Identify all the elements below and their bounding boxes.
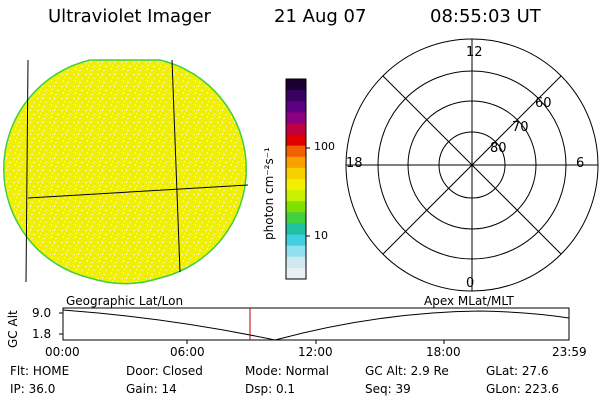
colorbar-cell bbox=[286, 145, 306, 158]
geo-grid-line bbox=[27, 184, 249, 199]
status-dsp: Dsp: 0.1 bbox=[245, 382, 296, 396]
colorbar-cell bbox=[286, 223, 306, 236]
status-mode: Mode: Normal bbox=[245, 364, 329, 378]
earth-disk-image bbox=[3, 59, 249, 285]
colorbar-tick-10: 10 bbox=[314, 229, 328, 242]
status-gc-alt: GC Alt: 2.9 Re bbox=[365, 364, 449, 378]
x-tick-1800: 18:00 bbox=[426, 345, 461, 359]
status-flight: Flt: HOME bbox=[10, 364, 70, 378]
colorbar-cell bbox=[286, 245, 306, 258]
colorbar-cell bbox=[286, 212, 306, 224]
altitude-left-title: Geographic Lat/Lon bbox=[66, 294, 184, 308]
geo-grid-line bbox=[25, 59, 29, 283]
polar-label-left: 18 bbox=[346, 156, 363, 171]
earth-disk bbox=[3, 59, 247, 285]
status-door: Door: Closed bbox=[126, 364, 203, 378]
polar-label-right: 6 bbox=[576, 156, 585, 171]
colorbar-cell bbox=[286, 79, 306, 91]
polar-plot bbox=[345, 38, 599, 292]
colorbar-tick-100: 100 bbox=[314, 140, 335, 153]
altitude-trace bbox=[62, 309, 570, 341]
colorbar-cell bbox=[286, 134, 306, 147]
x-tick-2359: 23:59 bbox=[552, 345, 587, 359]
status-gain: Gain: 14 bbox=[126, 382, 177, 396]
colorbar bbox=[285, 78, 310, 280]
polar-ring-label-60: 60 bbox=[535, 96, 552, 111]
colorbar-unit-label: photon cm⁻²s⁻¹ bbox=[262, 147, 276, 240]
polar-ring-label-70: 70 bbox=[512, 120, 529, 135]
x-tick-1200: 12:00 bbox=[298, 345, 333, 359]
colorbar-cell bbox=[286, 256, 306, 269]
instrument-title: Ultraviolet Imager bbox=[48, 6, 211, 27]
altitude-right-title: Apex MLat/MLT bbox=[424, 294, 514, 308]
polar-ring-label-80: 80 bbox=[490, 141, 507, 156]
polar-label-top: 12 bbox=[466, 45, 483, 60]
date-label: 21 Aug 07 bbox=[274, 6, 367, 27]
colorbar-cell bbox=[286, 179, 306, 191]
colorbar-cell bbox=[286, 267, 306, 280]
altitude-y-tick-high: 9.0 bbox=[32, 306, 52, 320]
x-tick-0600: 06:00 bbox=[170, 345, 205, 359]
colorbar-cell bbox=[286, 156, 306, 169]
colorbar-cell bbox=[286, 201, 306, 213]
colorbar-cell bbox=[286, 190, 306, 202]
status-ip: IP: 36.0 bbox=[10, 382, 56, 396]
colorbar-cell bbox=[286, 90, 306, 102]
geo-grid-line bbox=[171, 59, 181, 273]
polar-label-bottom: 0 bbox=[466, 276, 475, 291]
x-tick-0000: 00:00 bbox=[45, 345, 80, 359]
colorbar-cell bbox=[286, 123, 306, 136]
status-glat: GLat: 27.6 bbox=[486, 364, 549, 378]
altitude-axis-label: GC Alt bbox=[6, 310, 20, 348]
colorbar-cell bbox=[286, 112, 306, 124]
status-seq: Seq: 39 bbox=[365, 382, 411, 396]
altitude-y-tick-low: 1.8 bbox=[32, 327, 52, 341]
colorbar-cell bbox=[286, 101, 306, 113]
colorbar-cell bbox=[286, 167, 306, 180]
time-label: 08:55:03 UT bbox=[430, 6, 541, 27]
status-glon: GLon: 223.6 bbox=[486, 382, 559, 396]
colorbar-cell bbox=[286, 234, 306, 247]
altitude-plot bbox=[59, 307, 570, 344]
